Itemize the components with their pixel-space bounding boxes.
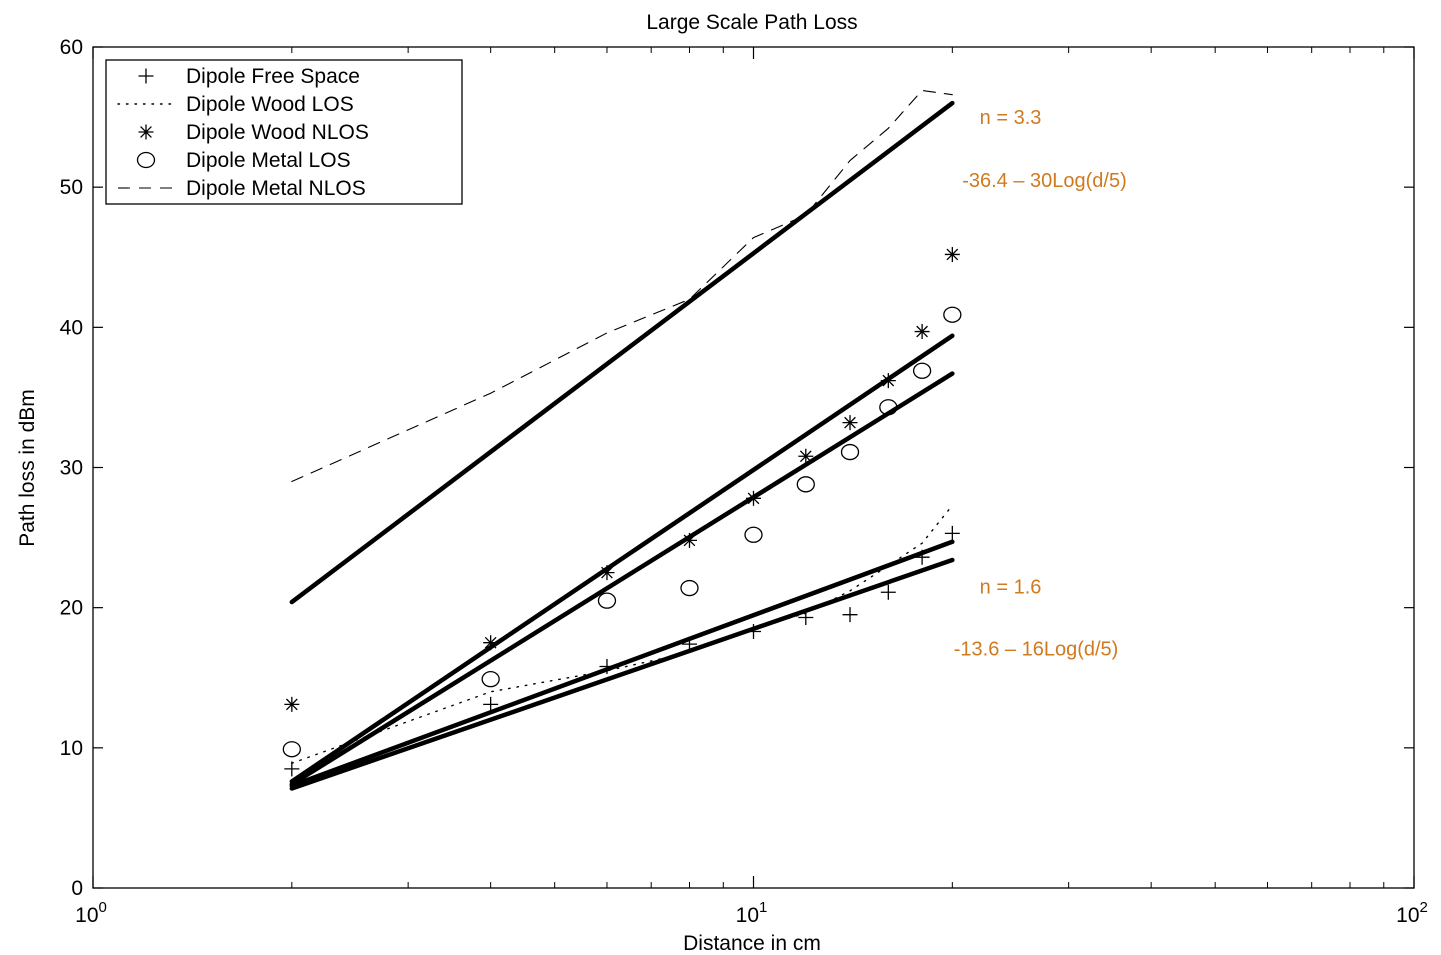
data-point-circle bbox=[912, 362, 932, 379]
y-axis-label: Path loss in dBm bbox=[16, 389, 39, 547]
x-axis-label: Distance in cm bbox=[683, 932, 821, 955]
data-point-plus bbox=[746, 623, 761, 639]
data-point-circle bbox=[943, 306, 962, 323]
data-point-plus bbox=[599, 659, 615, 675]
data-point-circle bbox=[680, 579, 699, 597]
data-point-plus bbox=[880, 584, 896, 600]
x-tick-label-exponent: 0 bbox=[99, 899, 107, 916]
data-point-plus bbox=[914, 549, 930, 565]
data-point-asterisk bbox=[599, 565, 615, 581]
legend-swatch-plus bbox=[138, 68, 154, 84]
data-point-asterisk bbox=[880, 373, 896, 389]
fit-line bbox=[289, 539, 955, 788]
annotation: n = 1.6 bbox=[980, 577, 1042, 599]
data-point-circle bbox=[840, 443, 860, 461]
y-tick-label: 0 bbox=[71, 877, 83, 900]
legend-label: Dipole Wood NLOS bbox=[186, 121, 369, 144]
data-point-asterisk bbox=[483, 635, 499, 651]
legend-swatch-asterisk bbox=[138, 124, 154, 140]
data-point-asterisk bbox=[798, 448, 814, 464]
x-tick-label: 100 bbox=[75, 899, 107, 927]
legend-label: Dipole Metal NLOS bbox=[186, 177, 366, 200]
legend-label: Dipole Wood LOS bbox=[186, 93, 354, 116]
x-tick-label: 102 bbox=[1396, 899, 1428, 927]
data-point-circle bbox=[879, 399, 898, 416]
fit-line bbox=[289, 371, 955, 787]
x-tick-label-base: 10 bbox=[736, 904, 759, 927]
data-point-asterisk bbox=[746, 490, 761, 506]
fit-line bbox=[289, 100, 955, 605]
legend-label: Dipole Free Space bbox=[186, 65, 360, 88]
data-point-plus bbox=[798, 609, 814, 625]
legend-label: Dipole Metal LOS bbox=[186, 149, 351, 172]
x-tick-label-base: 10 bbox=[1396, 904, 1419, 927]
data-point-circle bbox=[481, 671, 500, 688]
x-tick-label-base: 10 bbox=[75, 904, 98, 927]
y-tick-label: 50 bbox=[60, 176, 83, 199]
data-point-circle bbox=[597, 592, 617, 609]
series-line-dashed bbox=[291, 89, 953, 483]
series-line-dotted bbox=[291, 504, 954, 764]
y-tick-label: 10 bbox=[60, 737, 83, 760]
data-point-asterisk bbox=[842, 415, 858, 431]
x-tick-label: 101 bbox=[736, 899, 768, 927]
data-point-plus bbox=[944, 525, 960, 541]
legend-box bbox=[105, 59, 463, 205]
data-point-circle bbox=[744, 526, 763, 543]
y-tick-label: 20 bbox=[60, 597, 83, 620]
data-point-circle bbox=[796, 476, 815, 493]
chart-title: Large Scale Path Loss bbox=[646, 11, 857, 34]
legend-swatch-circle bbox=[136, 151, 156, 169]
data-point-plus bbox=[483, 696, 499, 712]
data-point-asterisk bbox=[914, 324, 930, 340]
data-point-asterisk bbox=[944, 246, 960, 262]
data-point-plus bbox=[681, 636, 697, 652]
data-point-plus bbox=[842, 607, 858, 623]
y-tick-label: 40 bbox=[60, 316, 83, 339]
y-tick-label: 60 bbox=[60, 36, 83, 59]
x-tick-label-exponent: 1 bbox=[759, 899, 767, 916]
legend: Dipole Free Space Dipole Wood LOS Dipole W… bbox=[105, 59, 463, 205]
data-point-circle bbox=[282, 741, 301, 758]
y-tick-label: 30 bbox=[60, 457, 83, 480]
annotation: -13.6 – 16Log(d/5) bbox=[954, 638, 1119, 660]
annotation: n = 3.3 bbox=[980, 107, 1042, 129]
data-point-asterisk bbox=[681, 532, 697, 548]
fit-line bbox=[289, 557, 955, 791]
data-point-asterisk bbox=[284, 696, 300, 712]
fit-line bbox=[289, 333, 955, 784]
annotation: -36.4 – 30Log(d/5) bbox=[962, 170, 1127, 192]
x-tick-label-exponent: 2 bbox=[1420, 899, 1428, 916]
